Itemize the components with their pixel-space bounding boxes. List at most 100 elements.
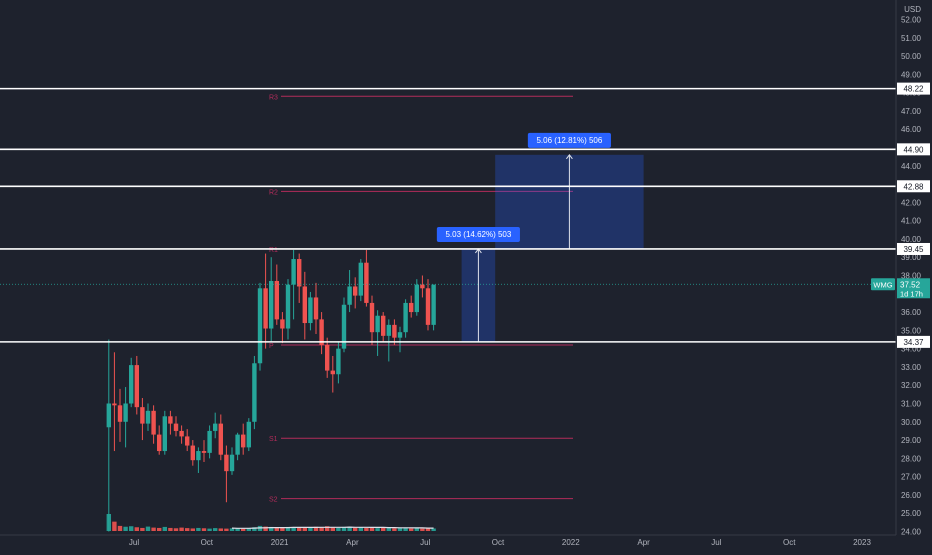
symbol-tag bbox=[871, 278, 895, 291]
volume-bar bbox=[341, 526, 347, 531]
volume-bar bbox=[207, 528, 212, 531]
volume-bar bbox=[336, 527, 341, 531]
measure-labels: 5.03 (14.62%) 503 5.06 (12.81%) 506 bbox=[436, 132, 611, 242]
price-tick-label: 47.00 bbox=[901, 107, 922, 116]
volume-bar bbox=[235, 528, 240, 531]
time-axis-background[interactable] bbox=[0, 535, 932, 550]
volume-bar bbox=[381, 527, 386, 531]
candle-body bbox=[168, 416, 173, 424]
time-tick-label: Jul bbox=[711, 538, 721, 547]
candle-body bbox=[269, 280, 274, 329]
volume-bar bbox=[431, 528, 436, 531]
time-tick-label: Apr bbox=[346, 538, 359, 547]
candle-body bbox=[325, 344, 330, 371]
candle-body bbox=[341, 304, 347, 349]
time-tick-label: Jul bbox=[129, 538, 139, 547]
time-tick-label: Oct bbox=[201, 538, 214, 547]
candle-body bbox=[274, 280, 279, 320]
level-price-text: 42.88 bbox=[903, 182, 924, 191]
candle-body bbox=[263, 288, 268, 329]
level-price-tag bbox=[897, 180, 930, 193]
time-tick-label: 2021 bbox=[271, 538, 289, 547]
level-price-text: 44.90 bbox=[903, 145, 924, 154]
price-tick-label: 35.00 bbox=[901, 326, 922, 335]
price-tick-label: 52.00 bbox=[901, 16, 922, 25]
candles bbox=[106, 249, 436, 532]
candle-body bbox=[157, 434, 162, 452]
volume-bar bbox=[386, 527, 391, 531]
price-tick-label: 38.00 bbox=[901, 272, 922, 281]
candle-body bbox=[302, 286, 307, 324]
volume-bar bbox=[190, 528, 195, 531]
measure-label-box bbox=[436, 226, 520, 242]
volume-bar bbox=[364, 527, 369, 531]
volume-bar bbox=[285, 526, 291, 531]
volume-bar bbox=[201, 528, 207, 531]
volume-bar bbox=[313, 526, 319, 531]
volume-bar bbox=[403, 527, 408, 531]
volume-bar bbox=[358, 527, 363, 531]
volume-bar bbox=[425, 528, 431, 531]
candle-body bbox=[151, 410, 156, 435]
candle-body bbox=[224, 454, 229, 472]
level-price-text: 34.37 bbox=[903, 338, 924, 347]
last-price-tag bbox=[897, 278, 930, 299]
level-price-tag bbox=[897, 242, 930, 255]
time-tick-label: 2022 bbox=[562, 538, 580, 547]
pivot-label: P bbox=[269, 343, 274, 350]
volume-bar bbox=[241, 528, 246, 531]
price-tick-label: 33.00 bbox=[901, 363, 922, 372]
price-tick-label: 29.00 bbox=[901, 436, 922, 445]
candle-body bbox=[313, 297, 319, 320]
price-tick-label: 51.00 bbox=[901, 34, 922, 43]
candle-body bbox=[252, 363, 257, 422]
symbol-text: WMG bbox=[873, 280, 892, 289]
candle-body bbox=[369, 302, 375, 333]
volume-bar bbox=[302, 527, 307, 531]
candle-body bbox=[330, 370, 335, 375]
candle-body bbox=[414, 284, 419, 313]
volume-bar bbox=[252, 527, 257, 531]
candle-body bbox=[241, 434, 246, 448]
volume-bar bbox=[319, 527, 324, 531]
volume-bar bbox=[129, 526, 134, 531]
candle-body bbox=[129, 365, 134, 404]
measure-label-box bbox=[527, 132, 611, 148]
candle-body bbox=[106, 403, 111, 428]
candle-body bbox=[425, 288, 431, 325]
candle-body bbox=[386, 324, 391, 336]
level-price-tag bbox=[897, 335, 930, 348]
volume-bar bbox=[308, 527, 313, 531]
volume-bar bbox=[162, 526, 167, 531]
volume-bar bbox=[414, 528, 419, 531]
pivot-label: R1 bbox=[269, 247, 278, 254]
pivot-label: R3 bbox=[269, 94, 278, 101]
candle-body bbox=[218, 423, 223, 455]
level-price-tag bbox=[897, 143, 930, 156]
candle-body bbox=[347, 286, 352, 305]
horizontal-levels[interactable] bbox=[0, 87, 896, 343]
measure-label: 5.03 (14.62%) 503 bbox=[445, 230, 511, 239]
price-tick-label: 24.00 bbox=[901, 528, 922, 537]
candle-body bbox=[297, 259, 302, 287]
price-tick-label: 36.00 bbox=[901, 308, 922, 317]
volume-bar bbox=[213, 528, 218, 531]
volume-bar bbox=[375, 528, 380, 531]
volume-bar bbox=[409, 528, 414, 531]
candle-body bbox=[123, 403, 128, 422]
volume-bar bbox=[179, 527, 184, 531]
volume-bar bbox=[353, 527, 358, 531]
volume-bar bbox=[185, 528, 190, 531]
currency-label: USD bbox=[904, 5, 921, 14]
time-tick-label: Jul bbox=[420, 538, 430, 547]
volume-bar bbox=[157, 527, 162, 531]
candle-body bbox=[213, 423, 218, 431]
volume-bar bbox=[274, 527, 279, 531]
pivot-label: S2 bbox=[269, 497, 278, 504]
candle-body bbox=[201, 451, 207, 453]
pivot-label: S1 bbox=[269, 436, 278, 443]
